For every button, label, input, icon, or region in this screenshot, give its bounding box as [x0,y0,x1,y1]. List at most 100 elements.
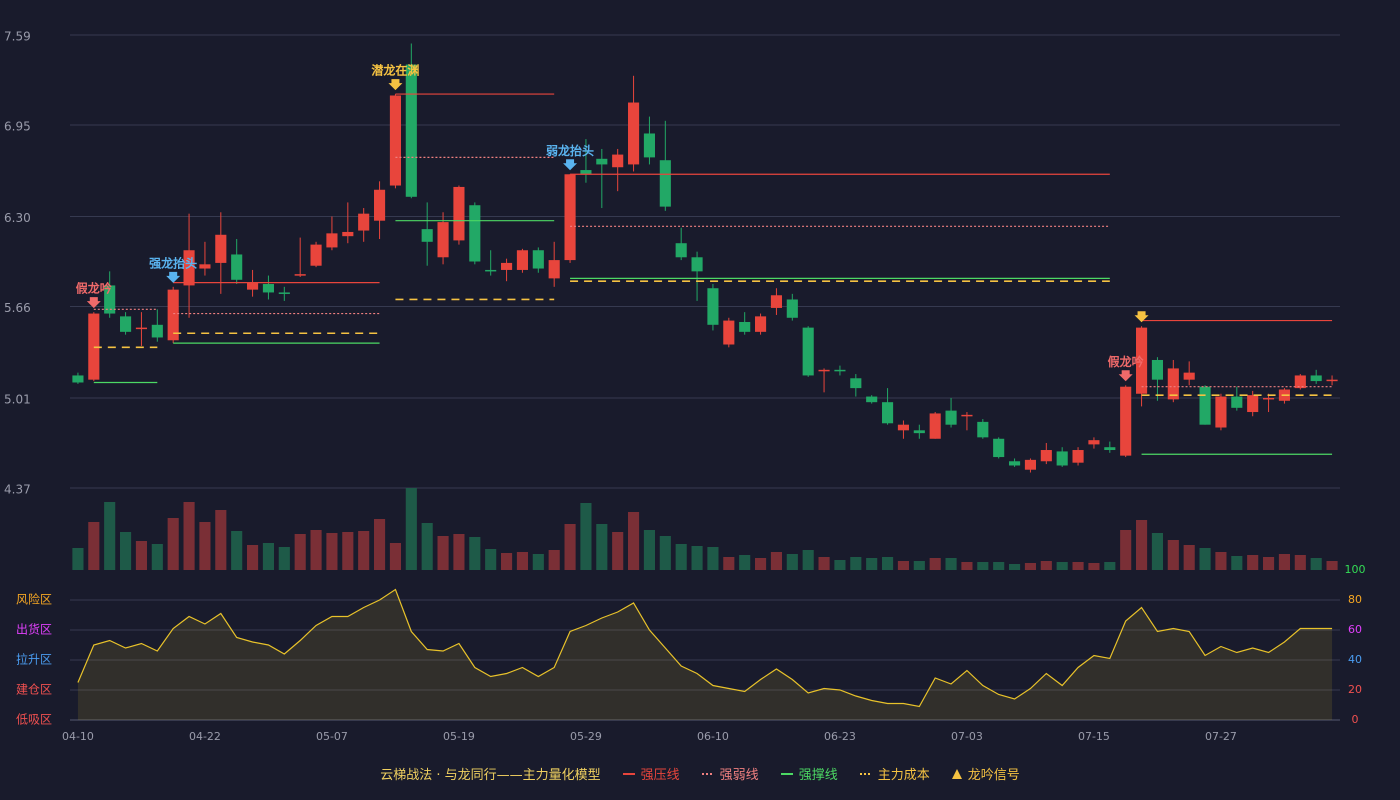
volume-bar [215,510,227,570]
volume-bar [643,530,655,570]
candle-body [262,284,274,293]
legend-label: 强弱线 [719,768,759,783]
volume-bar [1009,564,1021,570]
volume-bar [1136,520,1148,570]
candle-body [755,316,767,332]
volume-bar [882,557,894,570]
legend-item: 强弱线 [701,764,759,783]
candle-body [866,396,878,403]
candle-body [1183,372,1195,380]
candle-body [786,299,798,318]
volume-bar [993,562,1005,570]
volume-bar [1120,530,1132,570]
y-tick-label: 7.59 [4,30,31,44]
volume-bar [516,552,528,570]
volume-bar [675,544,687,570]
volume-bar [818,557,830,570]
candle-body [596,158,608,165]
volume-bar [278,547,290,570]
volume-bar [961,562,973,570]
candle-body [104,285,116,314]
candle-body [310,244,322,266]
indicator-tick-label: 80 [1348,593,1362,606]
indicator-line [77,588,1333,708]
candle-body [1104,447,1116,451]
candle-body [993,438,1005,458]
candle-body [977,421,989,438]
chart: 7.59 6.95 6.30 5.66 5.01 4.37 假龙吟 强龙抬头 潜龙在渊弱龙抬头假… [4,30,1366,744]
volume-bar [1183,545,1195,570]
candle-body [707,288,719,325]
candle-body [1040,450,1052,462]
y-tick-label: 5.66 [4,301,31,315]
volume-bar [1263,557,1275,570]
x-tick-label: 05-19 [443,730,475,743]
y-tick-label: 5.01 [4,392,31,406]
zone-label: 拉升区 [16,652,52,667]
volume-bar [437,536,449,570]
volume-bar [262,543,274,570]
zone-label: 出货区 [16,622,52,637]
volume-bar [294,534,306,570]
volume-bar [850,557,862,570]
volume-bar [1104,562,1116,570]
candle-body [929,413,941,439]
y-tick-label: 6.95 [4,120,31,134]
volume-bar [1056,562,1068,570]
volume-bar [913,561,925,570]
candle-body [1199,386,1211,425]
volume-bar [770,552,782,570]
volume-bar [786,554,798,570]
candle-body [358,213,370,231]
volume-bar [755,558,767,570]
legend-item: 强压线 [622,764,680,783]
volume-bar [72,548,84,570]
volume-bar [1310,558,1322,570]
candle-body [628,102,640,165]
signal-arrow [1134,311,1149,323]
candle-body [1263,397,1275,400]
candle-body [802,327,814,376]
volume-bar [310,530,322,570]
candle-body [1247,395,1259,413]
candle-body [691,257,703,272]
candle-body [1326,379,1338,382]
volume-bar [897,561,909,570]
volume-bar [1294,555,1306,570]
candle-body [1151,359,1163,380]
candle-body [818,369,830,372]
candle-body [1120,386,1132,456]
candle-body [723,320,735,345]
candle-body [231,254,243,280]
candle-body [405,64,417,197]
volume-bar [628,512,640,570]
volume-bar [104,502,116,570]
candle-body [882,402,894,424]
legend-swatch [622,772,635,775]
candle-body [913,430,925,434]
candle-body [1009,461,1021,466]
volume-bar [151,544,163,570]
candle-body [453,186,465,241]
signal-arrow [86,297,101,309]
candle-body [294,274,306,276]
x-tick-label: 05-07 [316,730,348,743]
candle-body [326,233,338,248]
x-tick-label: 06-23 [824,730,856,743]
indicator-tick-label: 60 [1348,623,1362,636]
volume-bar [374,519,386,570]
candle-body [1167,368,1179,400]
candle-body [389,95,401,186]
candle-body [643,133,655,158]
indicator-tick-label: 100 [1345,563,1366,576]
volume-bar [135,541,147,570]
indicator-area [77,589,1333,720]
candle-body [469,205,481,262]
volume-bar [485,549,497,570]
volume-bar [659,536,671,570]
volume-bar [183,502,195,570]
legend-label: 强撑线 [798,768,838,783]
candle-body [945,410,957,425]
legend-swatch [701,772,714,775]
volume-bar [1199,548,1211,570]
